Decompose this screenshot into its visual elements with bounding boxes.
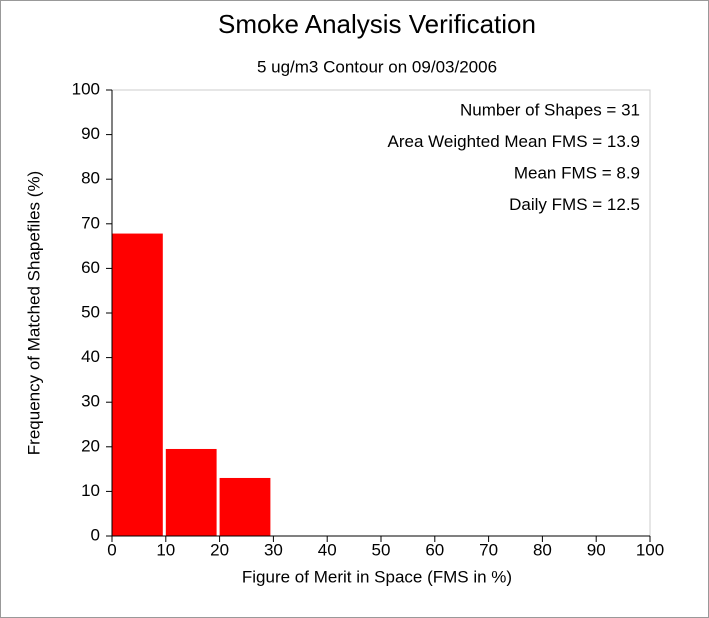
chart-title: Smoke Analysis Verification xyxy=(218,9,536,39)
y-tick-label: 40 xyxy=(81,347,100,366)
y-tick-label: 10 xyxy=(81,481,100,500)
bar xyxy=(219,477,271,537)
bar xyxy=(112,233,163,537)
x-tick-label: 50 xyxy=(372,540,391,559)
chart-subtitle: 5 ug/m3 Contour on 09/03/2006 xyxy=(257,57,497,76)
y-axis-label: Frequency of Matched Shapefiles (%) xyxy=(24,171,43,455)
x-tick-label: 10 xyxy=(156,540,175,559)
x-tick-label: 60 xyxy=(425,540,444,559)
y-tick-label: 30 xyxy=(81,392,100,411)
x-tick-label: 70 xyxy=(479,540,498,559)
y-tick-label: 50 xyxy=(81,302,100,321)
x-axis-label: Figure of Merit in Space (FMS in %) xyxy=(242,567,512,586)
annotation: Daily FMS = 12.5 xyxy=(509,195,640,214)
x-tick-label: 80 xyxy=(533,540,552,559)
x-tick-label: 100 xyxy=(636,540,664,559)
y-tick-label: 60 xyxy=(81,258,100,277)
y-tick-label: 100 xyxy=(72,79,100,98)
x-tick-label: 30 xyxy=(264,540,283,559)
annotation: Mean FMS = 8.9 xyxy=(514,163,640,182)
annotation: Number of Shapes = 31 xyxy=(460,100,640,119)
y-tick-label: 0 xyxy=(91,525,100,544)
y-tick-label: 80 xyxy=(81,169,100,188)
x-tick-label: 40 xyxy=(318,540,337,559)
annotation: Area Weighted Mean FMS = 13.9 xyxy=(388,132,640,151)
y-tick-label: 90 xyxy=(81,124,100,143)
bar xyxy=(165,448,217,537)
x-tick-label: 20 xyxy=(210,540,229,559)
y-tick-label: 70 xyxy=(81,213,100,232)
y-tick-label: 20 xyxy=(81,436,100,455)
x-tick-label: 0 xyxy=(107,540,116,559)
x-tick-label: 90 xyxy=(587,540,606,559)
